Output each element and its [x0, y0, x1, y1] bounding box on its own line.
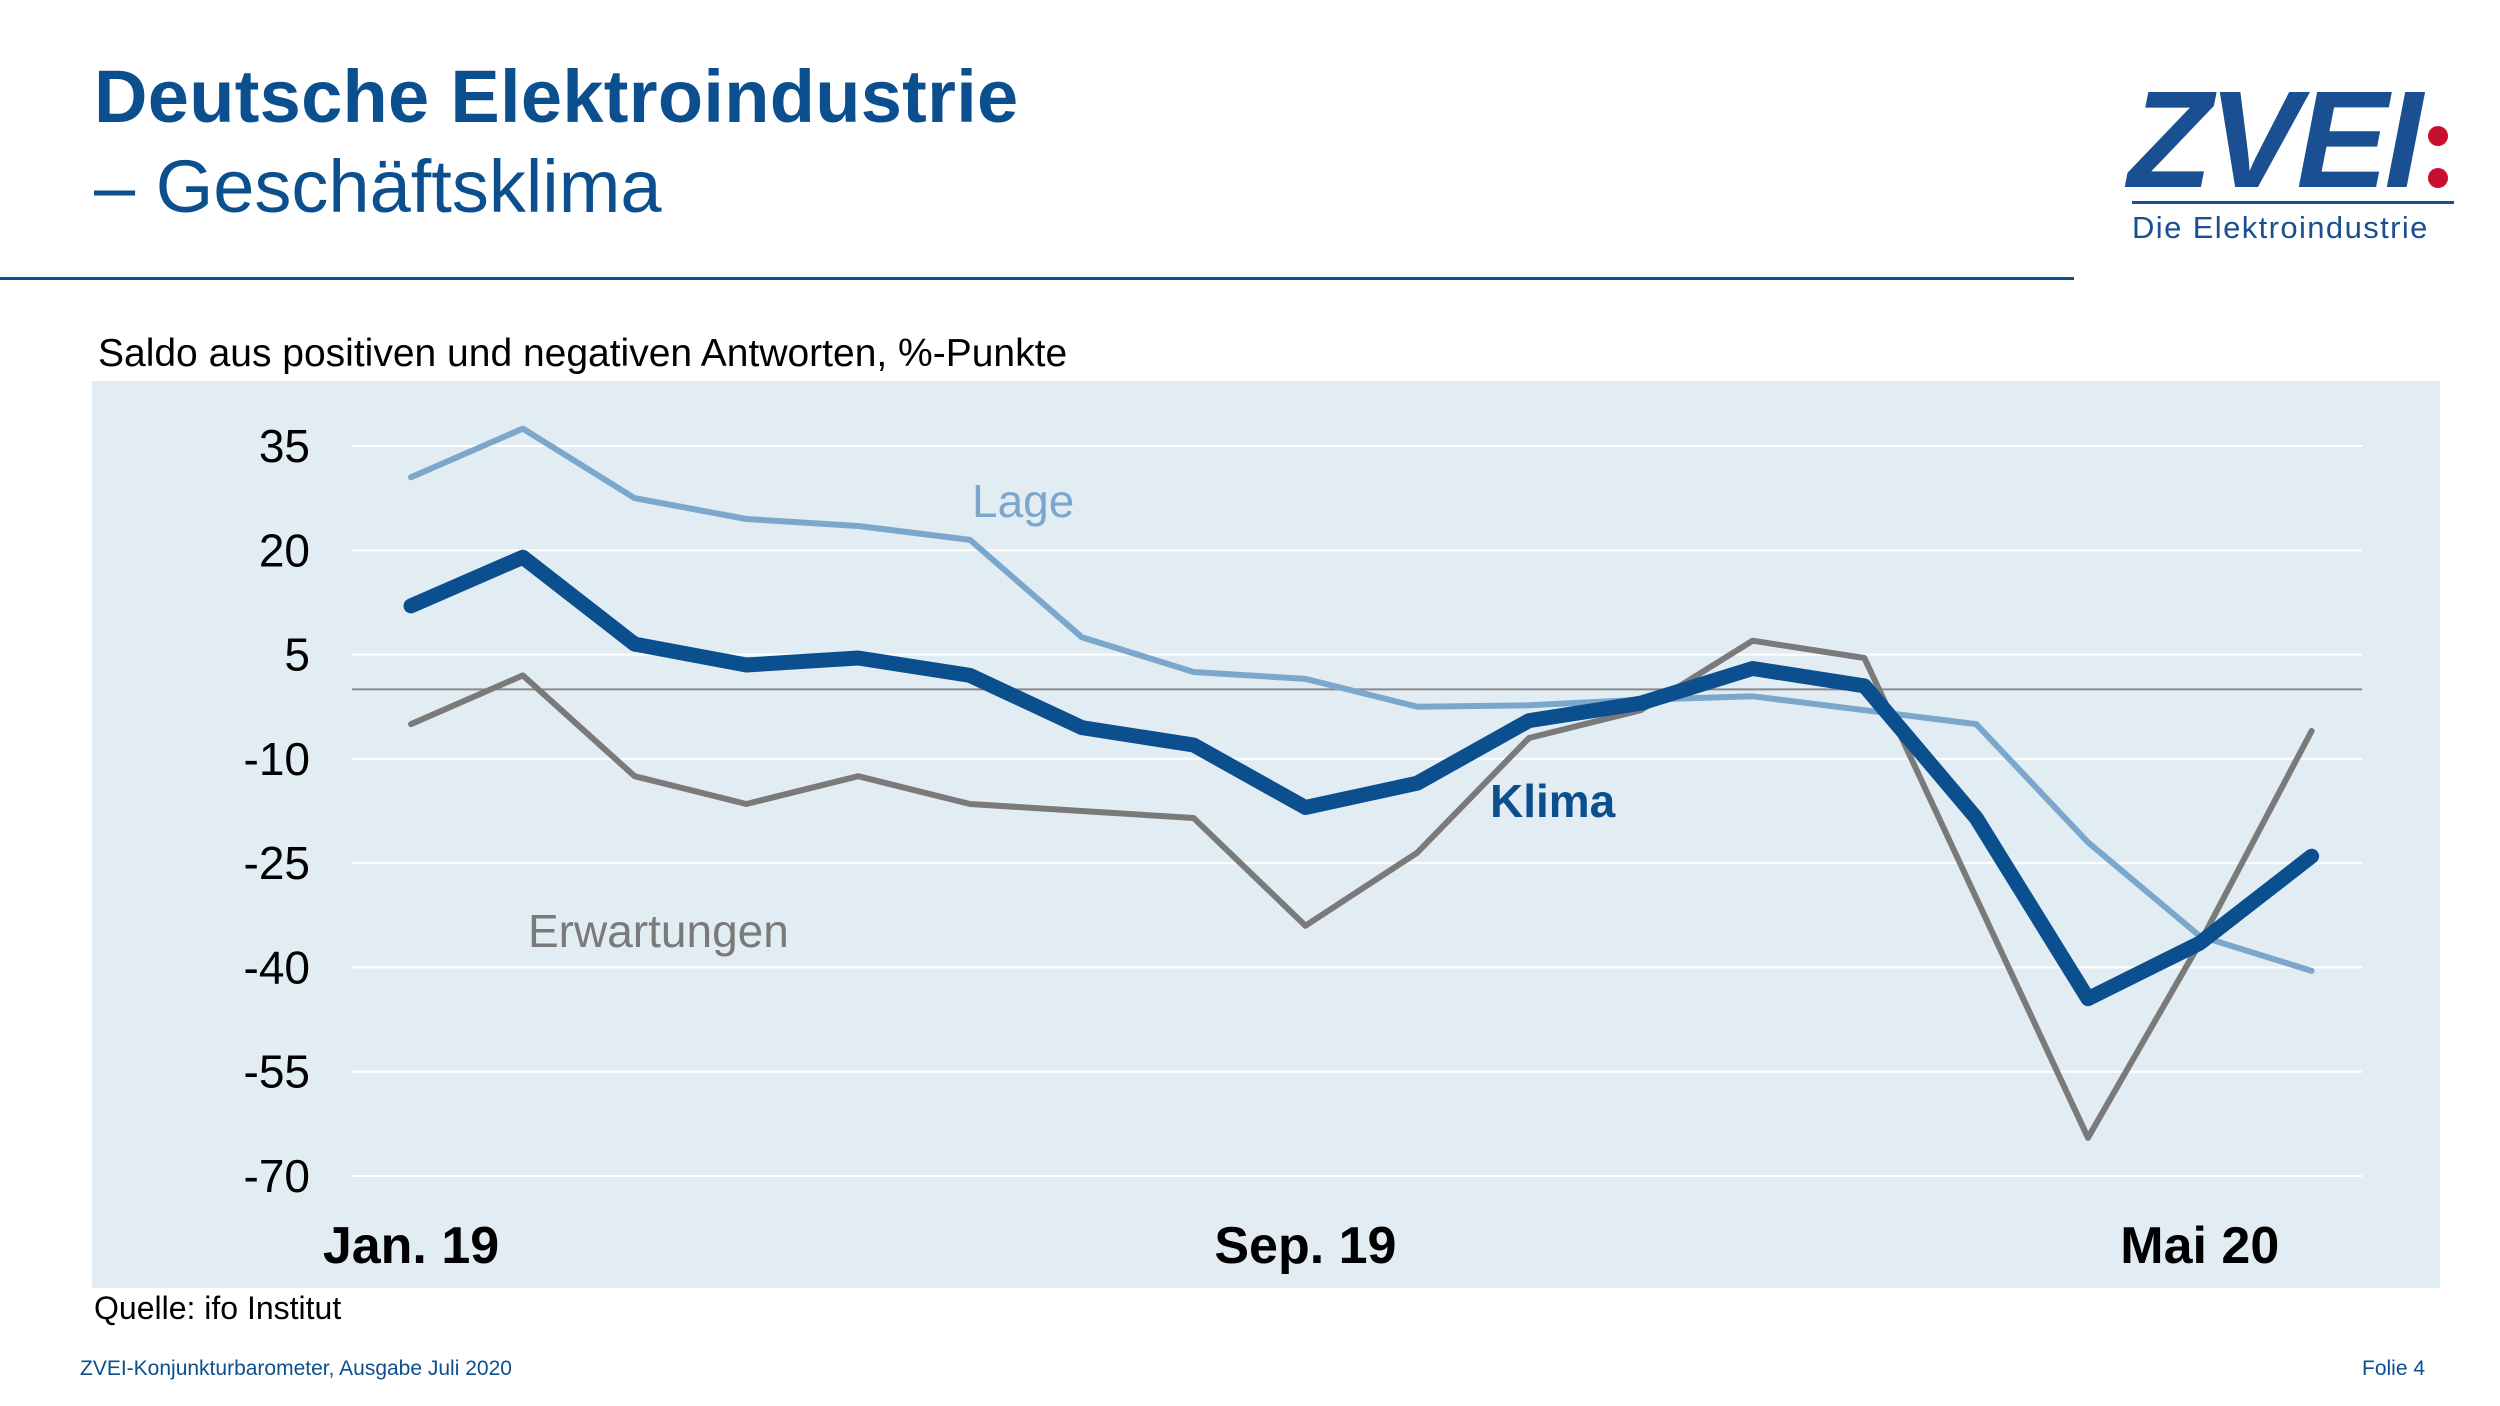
logo-underline: [2132, 201, 2454, 204]
chart-source: Quelle: ifo Institut: [94, 1290, 342, 1326]
slide-title-line2: – Geschäftsklima: [94, 145, 662, 228]
series-label-klima: Klima: [1490, 775, 1616, 827]
y-tick-label: -55: [244, 1046, 310, 1098]
footer-publication: ZVEI-Konjunkturbarometer, Ausgabe Juli 2…: [80, 1357, 512, 1380]
x-tick-label: Sep. 19: [1214, 1217, 1396, 1275]
chart-panel: 35 20 5 -10 -25 -40 -55 -70 Jan. 19 Sep. 19 Mai 20…: [92, 381, 2440, 1288]
title-divider: [0, 277, 2074, 280]
footer-slide-number: Folie 4: [2362, 1357, 2426, 1380]
logo-colon-icon: [2428, 122, 2450, 192]
x-tick-label: Jan. 19: [323, 1217, 499, 1275]
zvei-logo: ZVEI Die Elektroindustrie: [2128, 70, 2468, 250]
y-tick-label: -70: [244, 1150, 310, 1202]
y-tick-label: -10: [244, 733, 310, 785]
series-label-lage: Lage: [972, 475, 1074, 527]
y-tick-label: 35: [259, 420, 310, 472]
chart-subtitle: Saldo aus positiven und negativen Antwor…: [98, 332, 1068, 375]
series-line-erwartungen: [408, 637, 2315, 1141]
y-tick-label: 5: [284, 629, 310, 681]
slide-title-line1: Deutsche Elektroindustrie: [94, 55, 1019, 138]
y-tick-label: -25: [244, 837, 310, 889]
series-label-erwartungen: Erwartungen: [528, 905, 789, 957]
logo-mark: ZVEI: [2128, 63, 2423, 217]
y-tick-label: 20: [259, 524, 310, 576]
slide-title: Deutsche Elektroindustrie – Geschäftskli…: [94, 52, 1019, 232]
x-tick-label: Mai 20: [2120, 1217, 2279, 1275]
series-line-lage: [408, 425, 2315, 974]
logo-subtitle: Die Elektroindustrie: [2132, 210, 2429, 245]
y-tick-label: -40: [244, 941, 310, 993]
series-line-klima: [403, 549, 2320, 1007]
